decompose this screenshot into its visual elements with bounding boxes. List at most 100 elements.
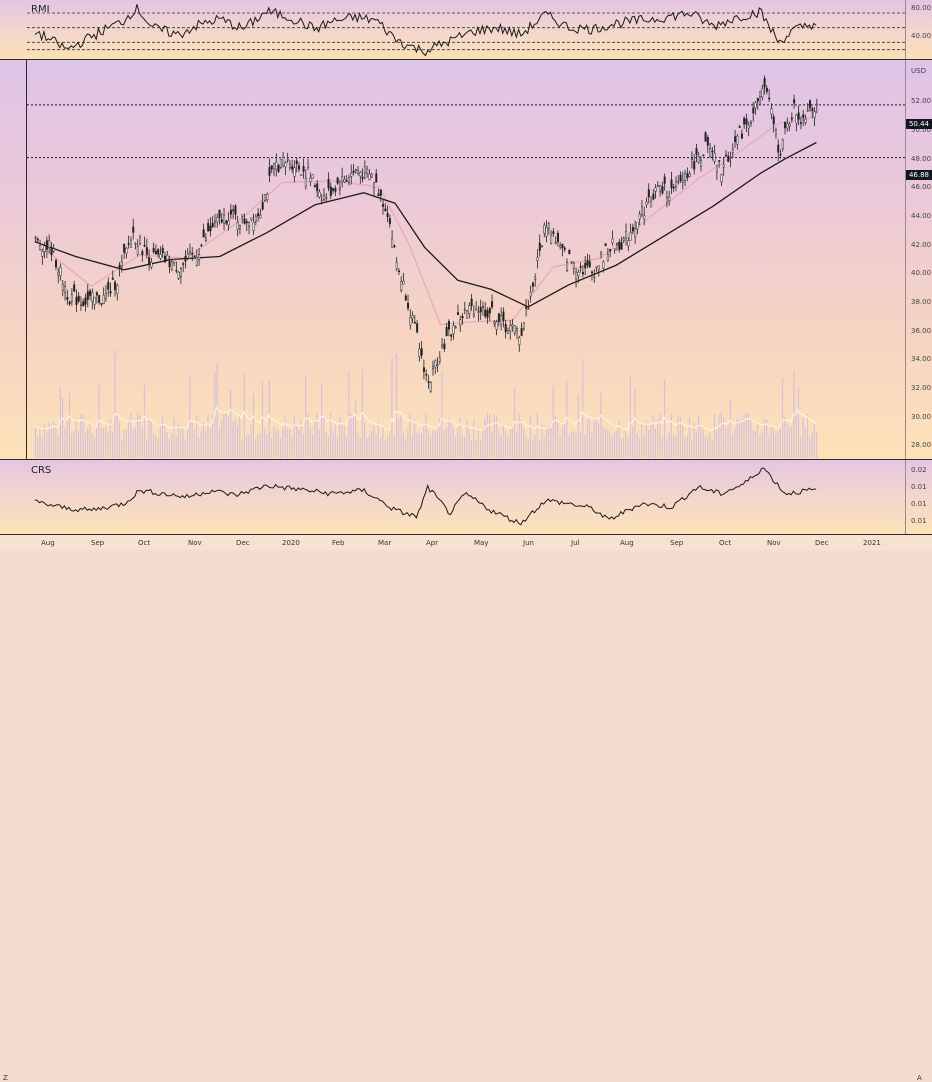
time-label: Dec [815, 539, 829, 547]
scale-mode-button[interactable]: Z [3, 1074, 8, 1082]
candle-body [645, 201, 648, 205]
candle-body [304, 177, 307, 187]
volume-bar [102, 427, 105, 458]
candle-body [788, 123, 791, 127]
crs-price-scale-border [905, 460, 906, 534]
crs-plot [34, 467, 817, 526]
candle-body [327, 179, 330, 189]
candle-body [413, 321, 416, 324]
volume-bar [604, 429, 606, 458]
candle-body [313, 185, 316, 187]
candle-body [743, 117, 746, 125]
candle-body [148, 257, 151, 265]
candle-body [802, 114, 805, 118]
candle-body [320, 199, 323, 202]
candle-body [89, 290, 92, 296]
candle-body [145, 247, 148, 255]
volume-bar [502, 423, 504, 458]
volume-bar [152, 433, 155, 458]
auto-scale-button[interactable]: A [917, 1074, 922, 1082]
candle-body [629, 232, 632, 241]
volume-bar [452, 427, 454, 458]
candle-body [727, 155, 730, 162]
candle-body [111, 277, 114, 280]
volume-bar [211, 414, 214, 458]
volume-bar [166, 432, 168, 458]
resistance-price-badge[interactable]: 50.44 [906, 119, 932, 129]
volume-bar [89, 421, 91, 458]
volume-bar [498, 429, 500, 458]
candle-body [168, 260, 171, 268]
candle-body [688, 173, 691, 178]
candle-body [584, 262, 587, 269]
volume-bar [123, 429, 125, 458]
crs-tick: 0.01 [911, 517, 927, 525]
support-price-badge[interactable]: 46.88 [906, 170, 932, 180]
rmi-indicator-label[interactable]: RMI [31, 4, 50, 15]
volume-bar [150, 421, 152, 458]
candle-body [472, 313, 475, 317]
candle-body [606, 254, 609, 261]
volume-bar [268, 379, 270, 458]
rmi-pane[interactable]: RMI 80.00 40.00 [0, 0, 932, 60]
volume-bar [59, 387, 61, 458]
candle-body [393, 245, 396, 247]
candle-body [338, 187, 341, 190]
time-label: Jun [523, 539, 534, 547]
volume-bar [611, 435, 613, 458]
candle-body [416, 323, 419, 333]
volume-bar [382, 426, 384, 458]
crs-indicator-label[interactable]: CRS [31, 465, 52, 476]
volume-bar [370, 431, 373, 458]
price-pane[interactable]: USD 52.00 50.00 48.00 46.00 44.00 42.00 … [0, 60, 932, 460]
volume-bar [532, 439, 534, 458]
volume-bar [543, 436, 545, 458]
volume-bar [600, 392, 602, 458]
candle-body [563, 247, 566, 250]
candle-body [268, 167, 271, 176]
volume-bar [545, 426, 547, 458]
crs-pane[interactable]: CRS 0.02 0.01 0.01 0.01 [0, 460, 932, 535]
volume-bar [650, 423, 652, 458]
volume-bar [307, 413, 309, 458]
candle-body [686, 173, 689, 179]
candle-body [806, 109, 809, 112]
volume-bar [554, 415, 557, 458]
candle-body [813, 111, 816, 118]
volume-bar [330, 413, 332, 458]
volume-bar [418, 430, 420, 458]
volume-bar [813, 424, 815, 458]
price-plot[interactable] [0, 60, 932, 459]
candle-body [348, 177, 351, 183]
volume-bar [182, 426, 184, 458]
candle-body [177, 271, 180, 279]
candle-body [211, 222, 214, 228]
candle-body [427, 381, 430, 383]
price-tick: 30.00 [911, 413, 932, 421]
candle-body [150, 262, 153, 268]
candle-body [57, 271, 60, 276]
volume-bar [187, 427, 189, 458]
volume-bar [327, 436, 329, 458]
candle-body [516, 328, 519, 332]
candle-body [186, 253, 189, 259]
candle-body [797, 112, 800, 120]
candle-body [309, 177, 312, 182]
candle-body [665, 197, 668, 203]
candle-body [359, 171, 362, 177]
candle-body [218, 209, 221, 218]
volume-bar [688, 417, 691, 458]
volume-bar [516, 433, 518, 458]
volume-bar [482, 427, 484, 458]
candle-body [125, 247, 128, 254]
time-label: Jul [571, 539, 580, 547]
volume-bar [673, 434, 675, 458]
candle-body [227, 220, 230, 226]
volume-bar [241, 438, 243, 458]
candle-body [270, 165, 273, 170]
volume-bar [230, 390, 232, 458]
volume-bar [80, 414, 82, 458]
candle-body [216, 217, 219, 223]
volume-bar [239, 415, 241, 458]
candle-body [497, 313, 500, 322]
